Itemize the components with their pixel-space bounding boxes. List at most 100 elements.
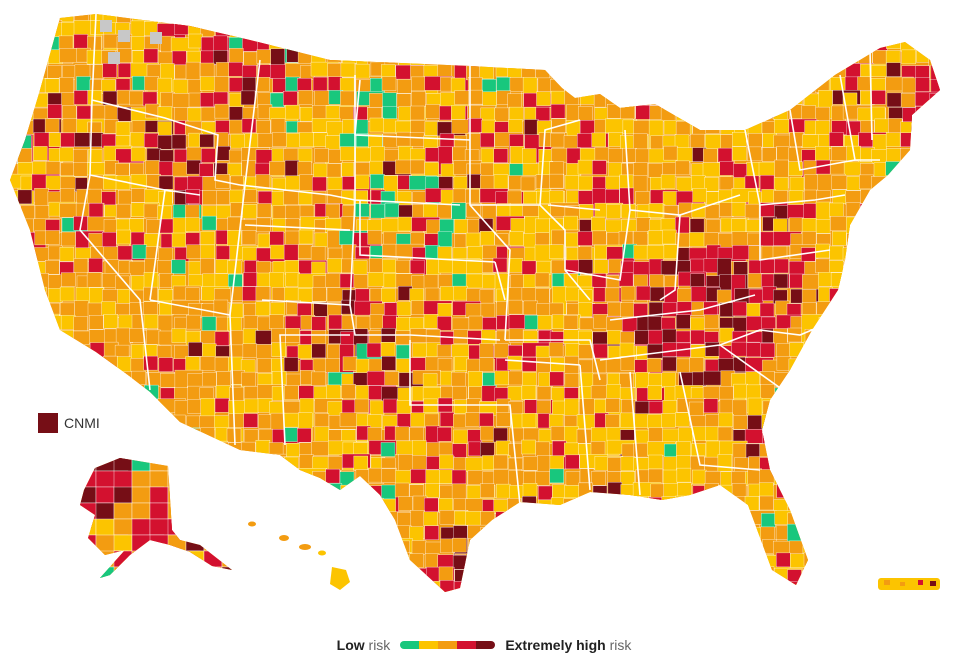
county-region — [270, 302, 285, 317]
county-region — [438, 498, 453, 513]
county-region — [523, 34, 539, 49]
county-region — [144, 76, 159, 91]
county-region — [689, 540, 705, 569]
county-region — [381, 14, 397, 23]
county-region — [397, 512, 412, 527]
county-region — [746, 595, 760, 609]
county-region — [622, 596, 650, 624]
county-region — [523, 330, 538, 345]
county-region — [915, 14, 940, 23]
county-region — [802, 48, 817, 64]
county-region — [102, 63, 117, 78]
county-region — [524, 511, 539, 526]
alaska-region — [149, 458, 169, 472]
county-region — [788, 358, 818, 374]
county-region — [188, 342, 203, 357]
county-region — [550, 132, 565, 148]
county-region — [871, 90, 886, 105]
county-region — [843, 555, 859, 570]
county-region — [775, 14, 791, 23]
county-region — [450, 77, 466, 93]
county-region — [382, 552, 411, 567]
county-region — [47, 526, 76, 541]
county-region — [648, 163, 663, 178]
county-region — [815, 35, 830, 50]
county-region — [635, 36, 665, 52]
county-region — [46, 498, 62, 513]
county-region — [661, 496, 676, 511]
county-region — [829, 468, 858, 483]
county-region — [902, 230, 931, 246]
county-region — [201, 215, 217, 231]
county-region — [718, 484, 734, 500]
county-region — [704, 594, 732, 608]
county-region — [704, 566, 734, 581]
county-region — [649, 524, 678, 540]
county-region — [802, 483, 818, 498]
county-region — [342, 34, 371, 64]
county-region — [283, 538, 299, 554]
county-region — [298, 484, 327, 513]
county-region — [646, 358, 662, 373]
county-region — [592, 485, 608, 500]
county-region — [842, 511, 858, 526]
county-region — [704, 554, 719, 569]
county-region — [496, 526, 525, 542]
county-region — [689, 218, 705, 233]
county-region — [844, 569, 873, 584]
county-region — [704, 483, 719, 498]
county-region — [158, 357, 174, 372]
county-region — [717, 49, 732, 78]
county-region — [298, 90, 313, 105]
county-region — [18, 331, 33, 361]
county-region — [20, 286, 36, 315]
county-region — [243, 386, 259, 401]
county-region — [846, 594, 860, 622]
county-region — [272, 205, 288, 220]
alaska-region — [131, 458, 151, 472]
county-region — [89, 315, 104, 330]
county-region — [496, 330, 511, 346]
county-region — [719, 161, 734, 176]
county-region — [633, 20, 649, 36]
county-region — [916, 499, 931, 514]
county-region — [340, 484, 355, 500]
county-region — [914, 330, 930, 345]
county-region — [649, 555, 664, 570]
county-region — [605, 541, 621, 570]
county-region — [829, 527, 858, 542]
alaska-region — [80, 470, 97, 488]
county-region — [10, 300, 32, 316]
alaska-region — [113, 534, 133, 552]
county-region — [187, 79, 203, 94]
county-region — [228, 540, 257, 556]
county-region — [159, 440, 174, 455]
county-region — [605, 567, 635, 582]
county-region — [649, 90, 664, 105]
county-region — [535, 22, 550, 37]
county-region — [886, 205, 901, 220]
county-region — [88, 258, 103, 273]
county-region — [19, 552, 48, 568]
county-region — [803, 525, 818, 541]
county-region — [578, 302, 593, 317]
county-region — [760, 62, 789, 78]
county-region — [620, 285, 636, 301]
county-region — [577, 554, 606, 569]
county-region — [857, 513, 886, 528]
county-region — [648, 580, 678, 592]
county-region — [564, 566, 579, 581]
county-region — [927, 272, 940, 287]
county-region — [578, 259, 593, 274]
county-region — [10, 498, 21, 527]
county-region — [482, 274, 497, 289]
county-region — [440, 21, 469, 37]
county-region — [287, 597, 315, 611]
county-region — [664, 569, 679, 592]
county-region — [508, 579, 523, 592]
county-region — [900, 553, 930, 569]
county-region — [661, 65, 677, 94]
county-region — [703, 148, 718, 163]
alaska-region — [167, 486, 187, 514]
county-region — [10, 512, 20, 527]
